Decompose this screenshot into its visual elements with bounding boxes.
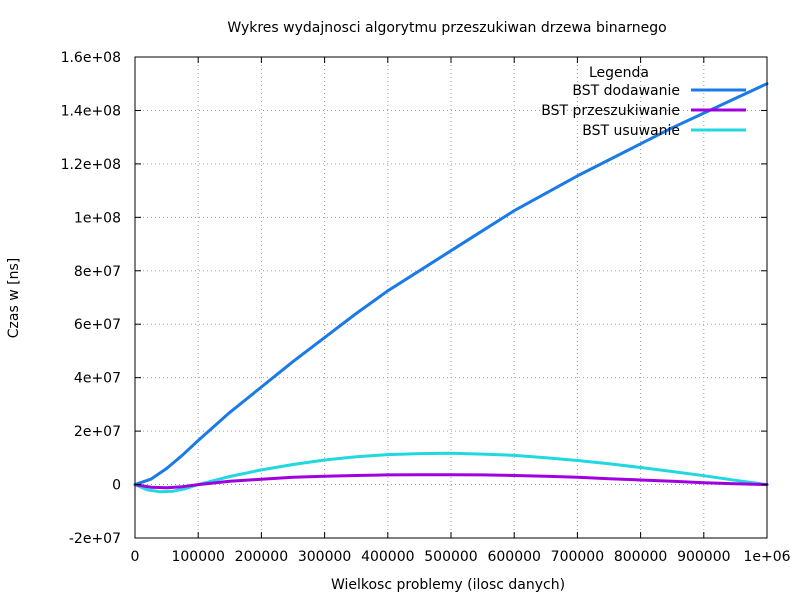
series-line-bst-przeszukiwanie [133, 473, 769, 490]
legend-label-bst-usuwanie: BST usuwanie [582, 123, 680, 139]
x-tick-label: 500000 [424, 549, 477, 565]
y-tick-label: 4e+07 [74, 371, 121, 387]
x-tick-label: 600000 [487, 549, 540, 565]
chart-title: Wykres wydajnosci algorytmu przeszukiwan… [227, 20, 666, 36]
x-tick-label: 400000 [361, 549, 414, 565]
tick-labels: 0 100000 200000 300000 400000 500000 600000 700… [61, 50, 791, 565]
series-line-bst-usuwanie [133, 451, 769, 494]
y-tick-label: 0 [112, 478, 121, 494]
y-tick-label: 8e+07 [74, 264, 121, 280]
y-tick-label: 1.4e+08 [61, 103, 121, 119]
x-tick-label: 900000 [677, 549, 730, 565]
legend-label-bst-przeszukiwanie: BST przeszukiwanie [541, 103, 680, 119]
grid [135, 57, 767, 538]
x-tick-label: 200000 [235, 549, 288, 565]
y-tick-label: 6e+07 [74, 317, 121, 333]
series-layer [133, 82, 769, 494]
y-axis-label: Czas w [ns] [6, 258, 22, 338]
x-axis-label: Wielkosc problemy (ilosc danych) [331, 577, 565, 593]
legend-label-bst-dodawanie: BST dodawanie [572, 83, 680, 99]
axis-ticks [134, 56, 768, 539]
y-tick-label: 2e+07 [74, 424, 121, 440]
legend-entries: BST dodawanie BST przeszukiwanie BST usuwa… [541, 83, 746, 139]
x-tick-label: 0 [131, 549, 140, 565]
y-tick-label: 1.6e+08 [61, 50, 121, 66]
x-tick-label: 1e+06 [743, 549, 790, 565]
x-tick-label: 100000 [171, 549, 224, 565]
series-line-bst-dodawanie [133, 82, 769, 487]
x-tick-label: 300000 [298, 549, 351, 565]
y-tick-label: 1.2e+08 [61, 157, 121, 173]
x-tick-label: 700000 [551, 549, 604, 565]
x-tick-label: 800000 [614, 549, 667, 565]
legend-title: Legenda [589, 65, 649, 81]
y-tick-label: 1e+08 [74, 210, 121, 226]
y-tick-label: -2e+07 [69, 531, 121, 547]
